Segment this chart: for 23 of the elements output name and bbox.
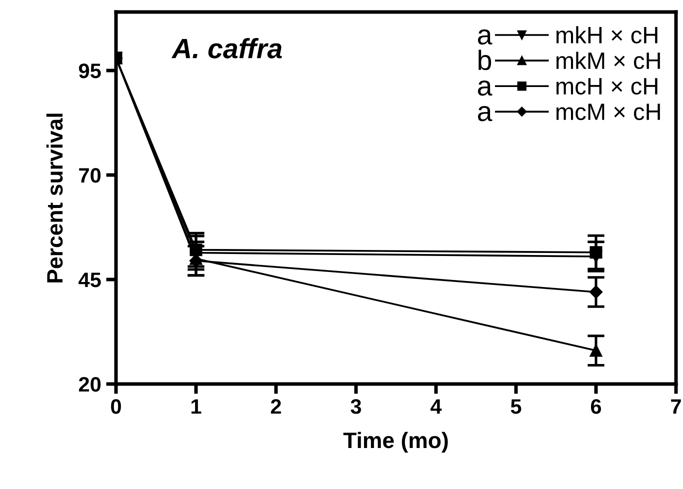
legend-label: mkM × cH (556, 52, 660, 70)
legend-label: mcM × cH (556, 104, 660, 120)
x-tick-label: 0 (111, 399, 121, 414)
legend-label: mcH × cH (556, 78, 658, 95)
x-tick-label: 1 (192, 399, 202, 414)
text: A. caffra (171, 38, 282, 58)
y-tick-label: 95 (78, 64, 101, 78)
x-tick-label: 7 (671, 399, 681, 414)
legend-label: mkH × cH (556, 26, 658, 44)
y-tick-label: 20 (78, 377, 101, 392)
y-tick-label: 45 (78, 272, 101, 288)
y-axis-title: Percent survival (46, 114, 63, 282)
x-tick-label: 4 (430, 399, 442, 414)
x-axis-title: Time (mo) (343, 432, 448, 453)
x-tick-label: 6 (590, 399, 602, 414)
y-tick-label: 70 (79, 168, 101, 183)
annotation: b (478, 50, 492, 70)
x-tick-label: 2 (270, 399, 281, 414)
annotation: a (478, 106, 492, 122)
annotation: a (478, 29, 492, 45)
x-tick-label: 5 (510, 399, 522, 414)
annotation: a (478, 80, 492, 96)
x-tick-label: 3 (350, 399, 362, 414)
